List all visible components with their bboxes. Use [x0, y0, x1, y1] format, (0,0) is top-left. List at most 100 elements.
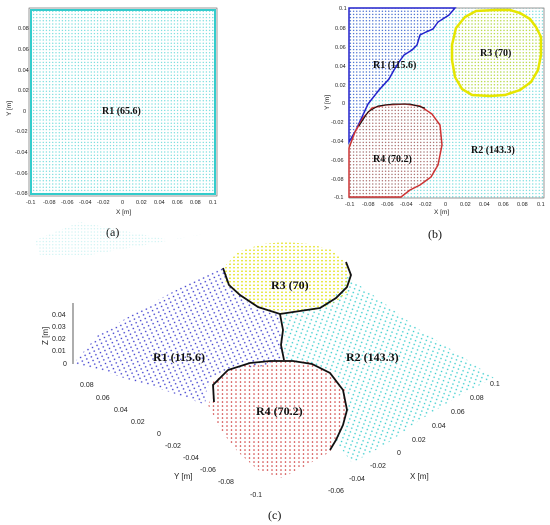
panel-b-ytick: 0.1	[339, 6, 347, 12]
panel-c-background-scatter	[35, 222, 215, 255]
panel-b-xtick: 0.04	[479, 202, 490, 208]
panel-b: R1 (115.6) R3 (70) R2 (143.3) R4 (70.2) …	[324, 6, 545, 241]
panel-a-xtick: 0.06	[172, 200, 183, 206]
panel-c-region-r3-label: R3 (70)	[271, 278, 309, 292]
panel-c-ytick: -0.06	[200, 467, 216, 474]
panel-a-xtick: 0.08	[190, 200, 201, 206]
panel-c-y-ticks: 0.08 0.06 0.04 0.02 0 -0.02 -0.04 -0.06 …	[80, 382, 262, 499]
panel-c-z-ticks: 0.04 0.03 0.02 0.01 0	[52, 312, 67, 368]
panel-c-ztick: 0.04	[52, 312, 66, 319]
panel-b-xtick: 0	[444, 202, 447, 208]
panel-c-ytick: -0.08	[218, 479, 234, 486]
panel-c-ytick: 0.02	[131, 419, 145, 426]
panel-c-boundary-r4	[212, 360, 348, 451]
panel-c-ztick: 0.03	[52, 324, 66, 331]
panel-c-xtick: -0.02	[370, 463, 386, 470]
panel-c-ytick: -0.1	[250, 492, 262, 499]
panel-c-ytick: 0.04	[114, 407, 128, 414]
panel-b-xtick: -0.1	[345, 202, 354, 208]
panel-a-ytick: 0.08	[18, 26, 29, 32]
panel-b-xtick: 0.06	[498, 202, 509, 208]
panel-b-xtick: -0.02	[419, 202, 432, 208]
panel-b-xtick: -0.06	[381, 202, 394, 208]
panel-b-region-r3	[450, 8, 543, 98]
panel-a-ytick: -0.02	[15, 129, 28, 135]
panel-a-xtick: 0.04	[154, 200, 165, 206]
panel-c-ytick: -0.04	[183, 455, 199, 462]
panel-b-xtick: 0.08	[517, 202, 528, 208]
panel-a-ytick: 0.04	[18, 68, 29, 74]
panel-c-region-r2-label: R2 (143.3)	[346, 350, 399, 364]
panel-a: R1 (65.6) 0.08 0.06 0.04 0.02 0 -0.02 -0…	[6, 7, 218, 239]
panel-b-xtick: 0.1	[537, 202, 545, 208]
panel-c-xtick: 0.1	[490, 381, 500, 388]
panel-a-x-axis-label: X [m]	[116, 209, 131, 216]
panel-a-xtick: -0.04	[79, 200, 92, 206]
panel-b-ytick: -0.08	[331, 177, 344, 183]
panel-b-y-axis-label: Y [m]	[324, 95, 331, 110]
panel-c-x-axis-label: X [m]	[410, 472, 429, 481]
panel-a-y-ticks: 0.08 0.06 0.04 0.02 0 -0.02 -0.04 -0.06 …	[15, 26, 29, 197]
panel-c-surface-r2	[282, 275, 494, 463]
panel-b-ytick: -0.06	[331, 158, 344, 164]
panel-c-ytick: 0.06	[96, 395, 110, 402]
panel-b-region-r4-label: R4 (70.2)	[373, 154, 412, 165]
panel-a-ytick: 0.02	[18, 88, 29, 94]
panel-c-boundary-r3	[222, 261, 352, 315]
panel-c-region-r4-label: R4 (70.2)	[256, 404, 303, 418]
panel-b-ytick: 0.06	[335, 45, 346, 51]
panel-c-ztick: 0.01	[52, 348, 66, 355]
panel-c-xtick: 0.06	[451, 409, 465, 416]
panel-c-ztick: 0	[63, 361, 67, 368]
panel-c-surface-r4	[208, 360, 348, 478]
panel-a-ytick: -0.06	[15, 171, 28, 177]
panel-a-xtick: -0.08	[43, 200, 56, 206]
panel-b-region-r1	[348, 7, 457, 145]
panel-a-ytick: 0.06	[18, 47, 29, 53]
panel-c-x-ticks: 0.1 0.08 0.06 0.04 0.02 0 -0.02 -0.04 -0…	[328, 381, 500, 495]
panel-b-ytick: 0.02	[335, 83, 346, 89]
panel-a-xtick: -0.1	[26, 200, 35, 206]
panel-a-ytick: 0	[23, 109, 26, 115]
panel-c-ytick: -0.02	[165, 443, 181, 450]
panel-a-ytick: -0.08	[15, 191, 28, 197]
panel-c-xtick: 0	[397, 450, 401, 457]
panel-b-xtick: -0.04	[400, 202, 413, 208]
panel-b-ytick: -0.1	[334, 195, 343, 201]
panel-b-region-r1-label: R1 (115.6)	[373, 60, 416, 71]
panel-a-region-r1-label: R1 (65.6)	[102, 106, 141, 117]
panel-c: 0.04 0.03 0.02 0.01 0 Z [m] R3 (70) R1 (…	[35, 222, 500, 522]
panel-c-y-axis-label: Y [m]	[174, 472, 193, 481]
panel-b-x-axis-label: X [m]	[434, 209, 449, 216]
panel-c-ytick: 0	[157, 431, 161, 438]
panel-a-region-r1	[30, 9, 216, 195]
panel-c-caption: (c)	[268, 508, 281, 522]
panel-a-y-axis-label: Y [m]	[6, 101, 13, 116]
panel-a-ytick: -0.04	[15, 150, 28, 156]
panel-b-boundary-r1-r4	[358, 103, 426, 127]
panel-b-ytick: -0.02	[331, 120, 344, 126]
panel-c-xtick: 0.02	[412, 437, 426, 444]
panel-a-xtick: -0.02	[97, 200, 110, 206]
panel-b-caption: (b)	[428, 227, 442, 241]
panel-c-surface-r1	[73, 268, 283, 405]
panel-c-ytick: 0.08	[80, 382, 94, 389]
panel-b-ytick: 0	[342, 101, 345, 107]
panel-a-xtick: 0.1	[209, 200, 217, 206]
panel-c-boundary-r1-r2	[279, 313, 285, 361]
panel-b-xtick: -0.08	[362, 202, 375, 208]
panel-b-region-r2-label: R2 (143.3)	[471, 145, 515, 156]
panel-c-region-r1-label: R1 (115.6)	[153, 350, 205, 364]
panel-c-surface-r3	[223, 242, 351, 314]
panel-b-x-ticks: -0.1 -0.08 -0.06 -0.04 -0.02 0 0.02 0.04…	[345, 202, 545, 208]
panel-b-region-r4	[348, 103, 443, 198]
panel-b-xtick: 0.02	[460, 202, 471, 208]
panel-a-xtick: 0	[121, 200, 124, 206]
panel-c-xtick: -0.06	[328, 488, 344, 495]
panel-c-xtick: 0.04	[432, 423, 446, 430]
panel-b-y-ticks: 0.1 0.08 0.06 0.04 0.02 0 -0.02 -0.04 -0…	[331, 6, 347, 201]
panel-c-xtick: -0.04	[349, 476, 365, 483]
panel-b-ytick: 0.08	[335, 26, 346, 32]
panel-a-xtick: 0.02	[136, 200, 147, 206]
